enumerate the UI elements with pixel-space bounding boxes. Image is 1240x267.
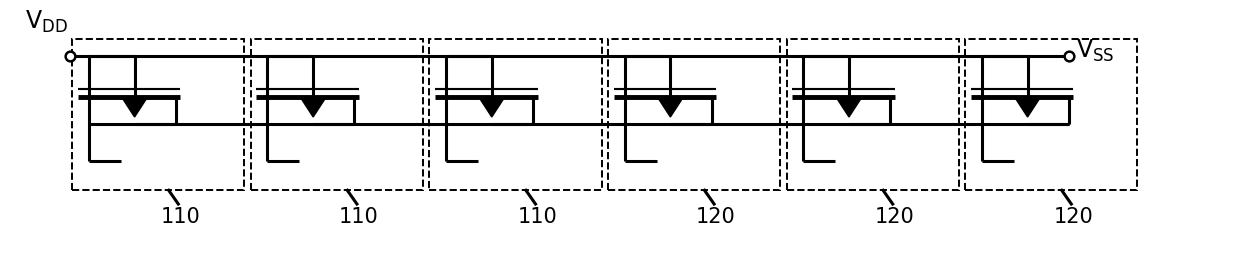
Text: V$_{\mathregular{SS}}$: V$_{\mathregular{SS}}$ xyxy=(1076,38,1115,64)
Bar xyxy=(608,39,780,190)
Polygon shape xyxy=(123,99,146,117)
Polygon shape xyxy=(480,99,503,117)
Text: V$_{\mathregular{DD}}$: V$_{\mathregular{DD}}$ xyxy=(25,9,68,36)
Bar xyxy=(786,39,959,190)
Polygon shape xyxy=(1016,99,1039,117)
Bar xyxy=(72,39,244,190)
Text: 120: 120 xyxy=(696,207,735,227)
Text: 120: 120 xyxy=(1053,207,1092,227)
Text: 110: 110 xyxy=(160,207,200,227)
Bar xyxy=(250,39,423,190)
Text: 110: 110 xyxy=(517,207,557,227)
Bar xyxy=(429,39,601,190)
Text: 120: 120 xyxy=(874,207,914,227)
Polygon shape xyxy=(301,99,325,117)
Polygon shape xyxy=(837,99,861,117)
Polygon shape xyxy=(658,99,682,117)
Text: 110: 110 xyxy=(339,207,378,227)
Bar xyxy=(965,39,1137,190)
